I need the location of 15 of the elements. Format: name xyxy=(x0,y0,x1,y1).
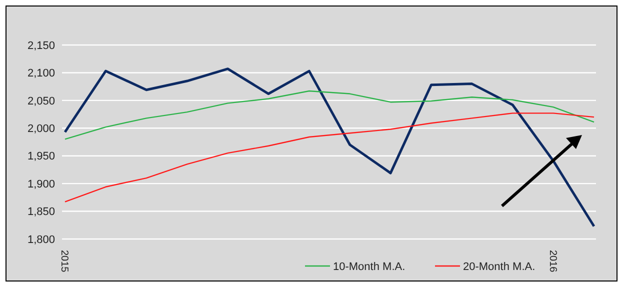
x-tick-label: 2015 xyxy=(58,250,70,273)
line-series xyxy=(64,90,595,140)
y-tick-label: 1,950 xyxy=(27,150,55,163)
y-tick-label: 1,800 xyxy=(27,234,55,246)
y-tick-label: 1,900 xyxy=(27,178,55,190)
y-tick-label: 2,050 xyxy=(27,95,55,108)
line-series xyxy=(64,112,595,202)
y-tick-label: 2,000 xyxy=(27,122,55,135)
y-tick-label: 2,150 xyxy=(27,40,55,52)
legend-label: 20-Month M.A. xyxy=(463,260,536,273)
legend-label: 10-Month M.A. xyxy=(333,260,406,273)
y-tick-label: 1,850 xyxy=(27,206,55,218)
y-tick-label: 2,100 xyxy=(27,68,55,80)
x-tick-label: 2016 xyxy=(546,250,558,273)
line-series xyxy=(64,68,596,228)
